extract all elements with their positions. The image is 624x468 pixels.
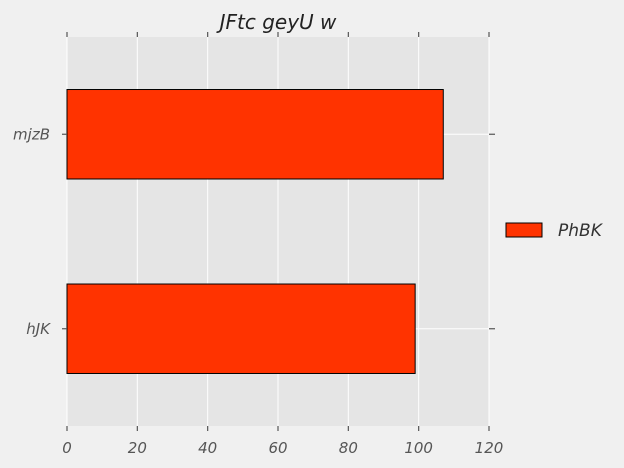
legend-swatch xyxy=(505,222,543,238)
y-tick-label: mjzB xyxy=(13,125,50,143)
x-tick-label: 100 xyxy=(404,439,433,457)
bar xyxy=(66,89,444,180)
y-tick-label: hJK xyxy=(26,320,51,338)
x-tick-label: 60 xyxy=(268,439,287,457)
legend-label: PhBK xyxy=(558,221,604,241)
x-tick-label: 120 xyxy=(475,439,504,457)
x-tick-label: 80 xyxy=(339,439,358,457)
legend: PhBK xyxy=(505,221,604,241)
chart-title: JFtc geyU w xyxy=(216,10,337,34)
x-tick-label: 20 xyxy=(128,439,147,457)
x-tick-label: 40 xyxy=(198,439,217,457)
x-tick-label: 0 xyxy=(62,439,72,457)
axis-ticks: 0 20 40 60 80 100 120 mjzB hJK xyxy=(13,32,503,457)
bars xyxy=(66,89,444,374)
bar xyxy=(66,283,416,374)
